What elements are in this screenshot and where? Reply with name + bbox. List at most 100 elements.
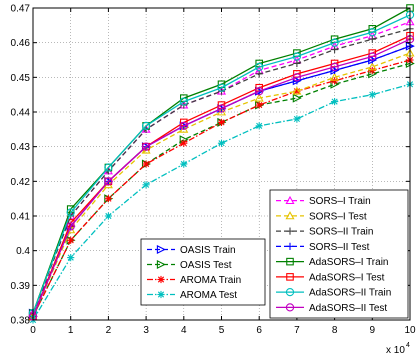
- data-point-oasis-test: [292, 93, 302, 103]
- data-point-adasors-ii-test: [255, 87, 264, 96]
- data-point-aroma-train: [368, 66, 376, 74]
- legend-label: AROMA Train: [180, 275, 241, 286]
- data-point-adasors-ii-test: [292, 73, 302, 82]
- legend-label: AdaSORS–I Test: [309, 272, 385, 283]
- x-tick-label: 0: [30, 325, 36, 336]
- legend-entry-aroma-train: AROMA Train: [147, 275, 241, 286]
- legend-entry-sors-i-test: SORS–I Test: [276, 211, 367, 222]
- legend-marker: [285, 287, 295, 297]
- legend-label: SORS–I Test: [309, 211, 367, 222]
- x-tick-label: 9: [370, 325, 376, 336]
- data-point-sors-i-test: [292, 86, 302, 95]
- legend-entry-oasis-test: OASIS Test: [147, 260, 232, 271]
- y-tick-label: 0.42: [11, 177, 31, 188]
- data-point-adasors-ii-train: [141, 121, 151, 131]
- data-point-aroma-test: [293, 115, 301, 123]
- legend-label: AROMA Test: [180, 290, 237, 301]
- data-point-sors-ii-train: [293, 59, 301, 68]
- data-point-sors-ii-train: [368, 35, 376, 43]
- series-lines: [28, 4, 415, 324]
- data-point-sors-i-test: [367, 62, 377, 71]
- data-point-aroma-test: [104, 212, 112, 220]
- data-point-aroma-test: [331, 98, 339, 106]
- data-point-adasors-ii-train: [179, 97, 188, 106]
- legend-entry-adasors-ii-test: AdaSORS–II Test: [276, 303, 387, 314]
- legend-entry-sors-i-train: SORS–I Train: [276, 195, 371, 207]
- legend-marker: [157, 275, 165, 284]
- data-point-aroma-train: [180, 139, 188, 147]
- legend-marker: [156, 245, 166, 254]
- legend-entry-sors-ii-test: SORS–II Test: [276, 242, 370, 253]
- data-point-sors-i-test: [254, 93, 264, 102]
- y-tick-label: 0.47: [11, 4, 31, 15]
- legends: OASIS Train OASIS Test AROMA Train AROMA Te…: [140, 189, 409, 319]
- legend-marker: [286, 273, 294, 281]
- data-point-aroma-test: [368, 91, 376, 99]
- series-line-adasors-ii-train: [32, 14, 411, 314]
- x-multiplier-label: x 10: [386, 345, 405, 356]
- data-point-aroma-train: [255, 101, 263, 109]
- legend-marker: [285, 303, 295, 312]
- y-tick-label: 0.39: [11, 281, 31, 292]
- x-tick-label: 7: [294, 325, 300, 336]
- data-point-aroma-test: [180, 160, 188, 168]
- y-tick-label: 0.45: [11, 73, 31, 84]
- legend-marker: [286, 257, 294, 266]
- data-point-adasors-ii-train: [330, 38, 339, 47]
- series-aroma-train: [29, 56, 414, 321]
- x-tick-label: 8: [332, 325, 338, 336]
- data-point-adasors-ii-test: [179, 121, 188, 131]
- data-point-aroma-test: [67, 254, 75, 262]
- legend-marker: [286, 227, 294, 235]
- data-point-adasors-ii-train: [255, 62, 264, 72]
- legend-label: AdaSORS–II Train: [309, 288, 391, 299]
- series-line-oasis-test: [32, 62, 411, 317]
- data-point-adasors-ii-test: [104, 177, 113, 186]
- data-point-aroma-train: [217, 118, 226, 126]
- data-point-adasors-ii-test: [66, 222, 75, 231]
- data-point-sors-ii-train: [331, 46, 339, 54]
- data-point-aroma-train: [142, 160, 150, 168]
- data-point-adasors-ii-train: [104, 163, 113, 172]
- data-point-adasors-ii-test: [141, 142, 151, 151]
- legend-entry-sors-ii-train: SORS–II Train: [276, 227, 373, 238]
- legend-box: [269, 189, 409, 319]
- data-point-adasors-ii-train: [292, 52, 302, 61]
- legend-entry-adasors-i-test: AdaSORS–I Test: [276, 272, 385, 283]
- legend-marker: [285, 211, 295, 220]
- data-point-aroma-train: [331, 77, 339, 85]
- legend-marker: [157, 290, 165, 299]
- data-point-adasors-ii-test: [330, 62, 339, 72]
- data-point-sors-ii-train: [255, 70, 263, 78]
- legend-1: OASIS Train OASIS Test AROMA Train AROMA Te…: [140, 238, 266, 306]
- legend-label: SORS–I Train: [309, 196, 371, 207]
- y-tick-label: 0.46: [11, 38, 31, 49]
- data-point-adasors-ii-test: [217, 104, 226, 113]
- data-point-aroma-test: [255, 122, 263, 130]
- y-tick-label: 0.43: [11, 142, 31, 153]
- data-point-adasors-ii-train: [66, 208, 75, 217]
- x-tick-label: 6: [256, 325, 262, 336]
- x-tick-label: 3: [143, 325, 149, 336]
- x-tick-label: 4: [181, 325, 187, 336]
- legend-label: SORS–II Test: [309, 242, 370, 253]
- y-tick-label: 0.4: [16, 246, 30, 257]
- y-tick-label: 0.38: [11, 316, 31, 327]
- x-multiplier-exponent: 4: [406, 342, 410, 349]
- y-tick-label: 0.41: [11, 212, 31, 223]
- legend-label: SORS–II Train: [309, 227, 373, 238]
- legend-label: OASIS Train: [180, 245, 236, 256]
- x-tick-label: 5: [219, 325, 225, 336]
- x-tick-label: 1: [68, 325, 74, 336]
- legend-entry-adasors-i-train: AdaSORS–I Train: [276, 257, 388, 268]
- legend-label: OASIS Test: [180, 260, 232, 271]
- data-point-adasors-ii-train: [217, 83, 226, 92]
- data-point-adasors-ii-train: [368, 28, 377, 37]
- data-point-sors-i-test: [330, 72, 340, 81]
- legend-entry-adasors-ii-train: AdaSORS–II Train: [276, 288, 391, 299]
- data-point-aroma-test: [217, 139, 226, 147]
- data-point-aroma-test: [142, 181, 150, 189]
- legend-label: AdaSORS–II Test: [309, 303, 387, 314]
- data-point-aroma-train: [67, 236, 75, 244]
